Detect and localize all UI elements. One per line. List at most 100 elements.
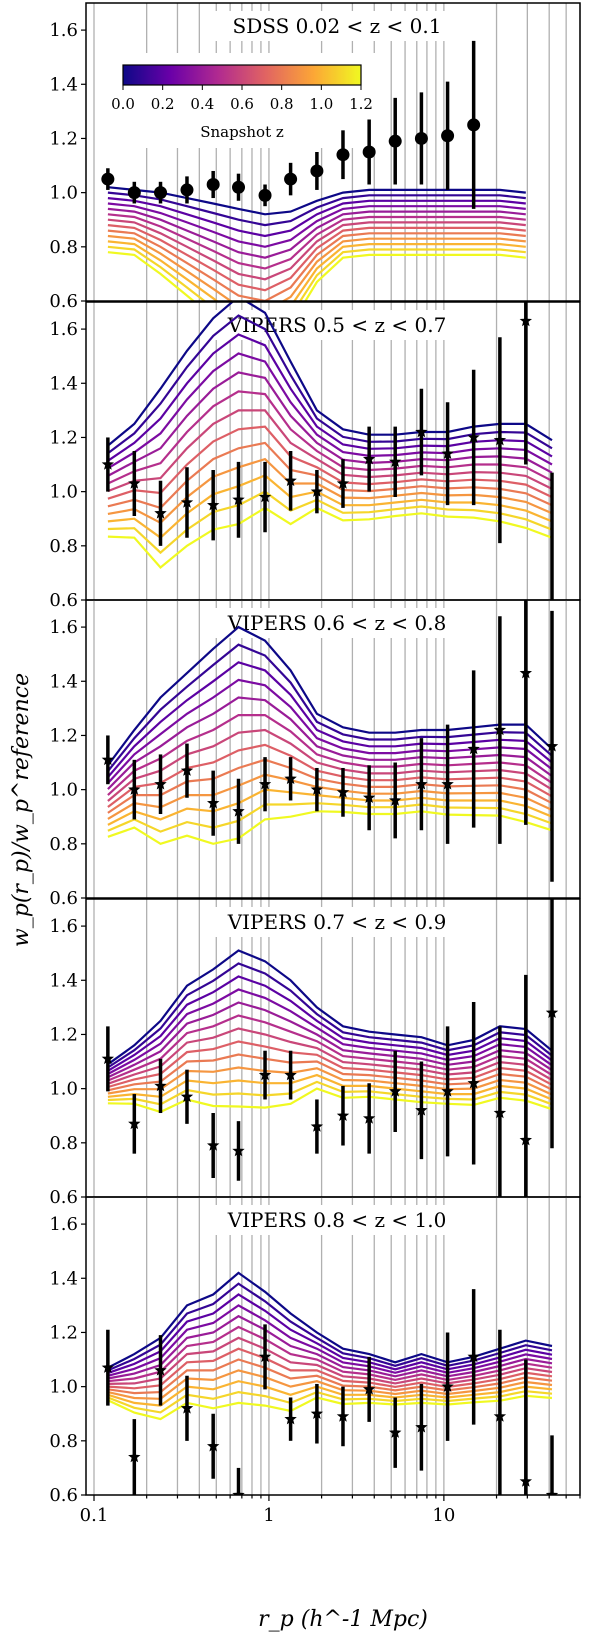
colorbar-tick-label: 0.6	[230, 95, 254, 113]
grid-lines	[93, 600, 581, 898]
x-axis-label: r_p (h^-1 Mpc)	[258, 1607, 428, 1632]
y-tick-label: 1.4	[49, 74, 78, 95]
model-curve-z0.2	[107, 197, 526, 238]
model-curve-z0.2	[107, 1293, 553, 1375]
observations	[101, 899, 559, 1197]
data-point	[389, 455, 402, 468]
y-tick-label: 0.6	[49, 590, 78, 611]
model-curve-z0	[107, 949, 553, 1066]
data-point	[415, 1420, 428, 1433]
data-point	[441, 1380, 454, 1392]
model-curve-z0.6	[107, 728, 553, 802]
data-point	[519, 1475, 532, 1487]
y-tick-label: 1.2	[49, 427, 78, 448]
data-point	[128, 1450, 141, 1463]
y-tick-label: 0.6	[49, 291, 78, 312]
data-point	[101, 753, 114, 766]
data-point	[389, 1084, 402, 1097]
data-point	[284, 474, 297, 487]
model-curves	[107, 186, 526, 301]
model-curve-z1.1	[107, 245, 526, 301]
title-box	[212, 608, 462, 638]
model-curve-z0.2	[107, 975, 553, 1072]
data-point	[127, 186, 141, 200]
data-point	[493, 433, 507, 446]
data-point	[493, 723, 507, 736]
data-point	[128, 783, 141, 795]
data-point	[467, 431, 480, 443]
title-box	[212, 11, 462, 41]
model-curve-z0.4	[107, 696, 553, 790]
data-point	[258, 1068, 272, 1081]
y-tick-label: 0.8	[49, 536, 78, 557]
y-tick-label: 1.0	[49, 183, 78, 204]
model-curve-z0.4	[107, 1314, 553, 1380]
model-curve-z0	[107, 1271, 553, 1369]
axes-frame	[85, 898, 581, 1198]
data-point	[258, 1350, 272, 1363]
x-tick-label: 1	[263, 1505, 274, 1526]
grid-lines	[93, 302, 581, 600]
data-point	[363, 791, 376, 803]
y-tick-label: 0.8	[49, 1431, 78, 1452]
data-point	[363, 1111, 376, 1124]
y-tick-label: 0.8	[49, 237, 78, 258]
data-point	[336, 785, 350, 798]
y-tick-label: 1.2	[49, 128, 78, 149]
data-point	[180, 1090, 194, 1102]
model-curve-z1.2	[107, 251, 526, 301]
y-tick-label: 1.6	[49, 916, 78, 937]
data-point	[441, 1084, 454, 1097]
y-tick-label: 1.2	[49, 1322, 78, 1343]
data-point	[336, 477, 350, 489]
model-curve-z0.7	[107, 224, 526, 292]
y-tick-label: 1.0	[49, 780, 78, 801]
data-point	[467, 1350, 480, 1363]
y-tick-label: 1.2	[49, 725, 78, 746]
y-tick-label: 0.8	[49, 1133, 78, 1154]
data-point	[493, 1409, 507, 1422]
model-curve-z1.1	[107, 490, 553, 555]
data-point	[441, 129, 455, 143]
data-point	[101, 172, 115, 186]
model-curve-z0.1	[107, 1282, 553, 1372]
model-curve-z0.5	[107, 390, 553, 485]
data-point	[154, 506, 167, 519]
model-curve-z0.7	[107, 743, 553, 808]
colorbar-tick-label: 1.2	[349, 95, 373, 113]
model-curves	[107, 949, 553, 1114]
data-point	[207, 796, 220, 809]
data-point	[519, 1133, 532, 1146]
model-curve-z0	[107, 302, 553, 447]
title-box	[212, 310, 462, 340]
model-curve-z0.9	[107, 773, 553, 820]
data-point	[180, 1401, 194, 1414]
axes-frame	[85, 1196, 581, 1496]
axes-frame	[85, 2, 581, 302]
data-point	[493, 1106, 507, 1119]
title-box	[212, 1205, 462, 1235]
colorbar-label: Snapshot z	[200, 123, 284, 141]
model-curve-z1	[107, 1073, 553, 1101]
model-curve-z0.5	[107, 714, 553, 796]
panel-1: SDSS 0.02 < z < 0.1 0.0 0.2 0.4 0.6 0.8 1.0 1.2…	[49, 2, 581, 312]
data-point	[336, 148, 350, 162]
data-point	[363, 452, 376, 465]
data-point	[258, 777, 272, 790]
model-curve-z0	[107, 625, 553, 766]
colorbar-tick-label: 0.8	[270, 95, 294, 113]
data-point	[519, 314, 532, 327]
colorbar	[122, 64, 362, 86]
data-point	[336, 1409, 350, 1422]
data-point	[180, 764, 194, 776]
y-tick-label: 1.6	[49, 1214, 78, 1235]
model-curve-z0.7	[107, 1040, 553, 1089]
panel-title: VIPERS 0.7 < z < 0.9	[227, 910, 447, 934]
data-point	[363, 1382, 376, 1395]
model-curve-z1.1	[107, 1390, 553, 1414]
data-point	[154, 186, 168, 200]
data-point	[441, 777, 454, 790]
colorbar-tick-label: 1.0	[309, 95, 333, 113]
data-point	[232, 180, 246, 194]
